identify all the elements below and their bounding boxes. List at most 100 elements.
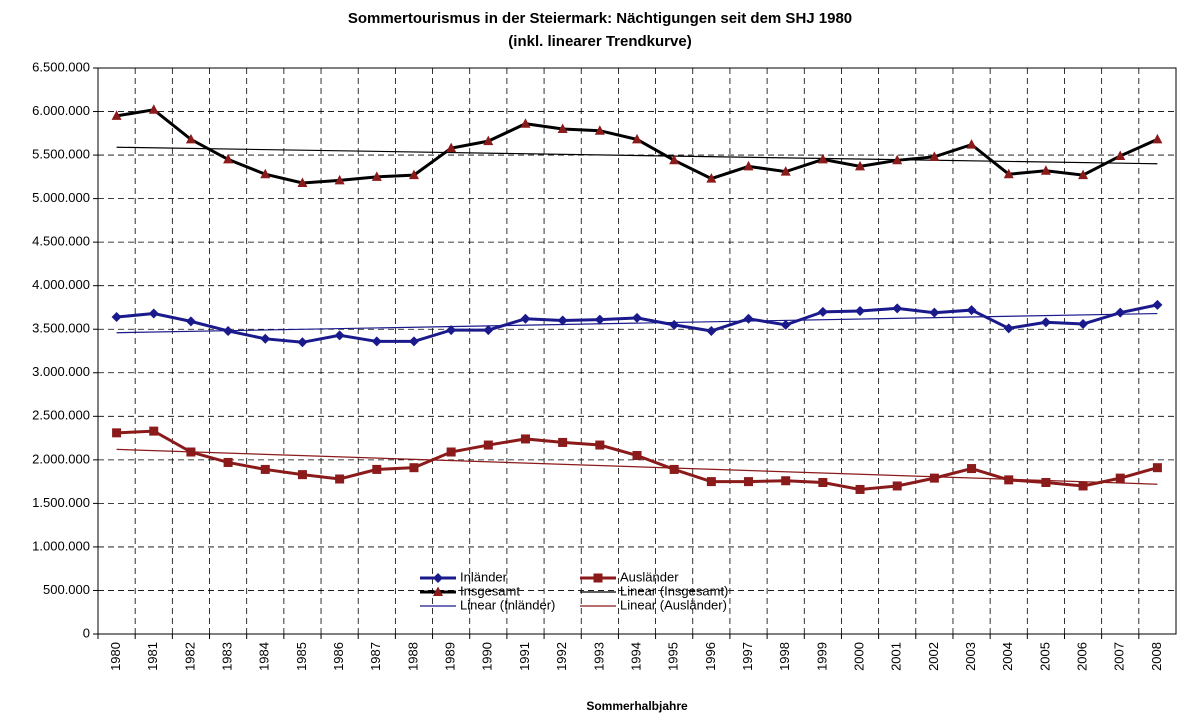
marker — [929, 151, 940, 161]
x-tick-label: 1985 — [294, 642, 309, 671]
marker — [967, 464, 977, 474]
marker — [706, 477, 716, 487]
x-tick-label: 1989 — [443, 642, 458, 671]
x-tick-label: 2005 — [1037, 642, 1052, 671]
x-tick-label: 1983 — [220, 642, 235, 671]
marker — [185, 316, 196, 327]
marker — [669, 319, 680, 330]
marker — [111, 110, 122, 120]
marker — [148, 308, 159, 319]
marker — [1078, 481, 1088, 491]
marker — [433, 573, 443, 583]
marker — [1115, 307, 1126, 318]
y-tick-label: 5.000.000 — [32, 190, 90, 205]
y-tick-label: 2.500.000 — [32, 408, 90, 423]
x-tick-label: 2007 — [1112, 642, 1127, 671]
x-tick-label: 2000 — [851, 642, 866, 671]
marker — [706, 173, 717, 183]
marker — [966, 305, 977, 316]
x-tick-label: 1999 — [814, 642, 829, 671]
marker — [1152, 463, 1162, 473]
marker — [966, 139, 977, 149]
y-tick-label: 0 — [83, 625, 90, 640]
marker — [669, 154, 680, 165]
marker — [892, 154, 903, 165]
marker — [111, 312, 122, 323]
x-tick-label: 1982 — [182, 642, 197, 671]
marker — [446, 447, 456, 457]
x-tick-label: 1988 — [405, 642, 420, 671]
marker — [632, 133, 642, 144]
marker — [892, 303, 903, 314]
marker — [929, 307, 940, 318]
marker — [855, 305, 866, 316]
marker — [557, 315, 568, 326]
x-tick-label: 1998 — [777, 642, 792, 671]
marker — [112, 428, 122, 438]
x-tick-label: 2001 — [889, 642, 904, 671]
marker — [929, 473, 939, 483]
marker — [1078, 169, 1089, 180]
y-tick-label: 6.000.000 — [32, 103, 90, 118]
chart-subtitle: (inkl. linearer Trendkurve) — [508, 33, 691, 50]
marker — [892, 481, 902, 491]
marker — [1078, 319, 1089, 330]
x-tick-label: 2002 — [926, 642, 941, 671]
marker — [408, 336, 419, 347]
marker — [446, 142, 457, 153]
marker — [223, 325, 234, 336]
marker — [1041, 477, 1051, 487]
y-tick-label: 4.500.000 — [32, 234, 90, 249]
marker — [557, 123, 568, 133]
x-tick-label: 1993 — [591, 642, 606, 671]
x-tick-label: 1994 — [628, 642, 643, 671]
chart-title: Sommertourismus in der Steiermark: Nächt… — [348, 10, 852, 27]
marker — [483, 135, 494, 146]
y-tick-label: 500.000 — [43, 582, 90, 597]
marker — [593, 573, 603, 583]
marker — [335, 474, 345, 484]
marker — [1115, 473, 1125, 483]
marker — [260, 464, 270, 474]
x-tick-label: 1995 — [666, 642, 681, 671]
marker — [483, 440, 493, 450]
marker — [744, 477, 754, 487]
legend-label: Insgesamt — [460, 583, 520, 598]
legend-label: Linear (Ausländer) — [620, 597, 727, 612]
y-tick-label: 3.000.000 — [32, 364, 90, 379]
marker — [185, 133, 196, 144]
marker — [818, 477, 828, 487]
marker — [334, 330, 345, 341]
marker — [446, 325, 457, 336]
marker — [297, 470, 307, 480]
marker — [1152, 133, 1163, 144]
marker — [520, 118, 531, 128]
marker — [632, 312, 642, 323]
marker — [855, 160, 866, 171]
marker — [595, 440, 605, 450]
marker — [372, 464, 382, 474]
x-tick-label: 1997 — [740, 642, 755, 671]
legend: Inländer Ausländer Insgesamt Linear (Insges… — [420, 569, 728, 612]
x-tick-label: 2004 — [1000, 642, 1015, 671]
marker — [780, 166, 791, 176]
marker — [594, 314, 605, 325]
y-tick-label: 2.000.000 — [32, 451, 90, 466]
marker — [743, 160, 754, 171]
marker — [371, 336, 382, 347]
marker — [408, 169, 419, 180]
marker — [780, 319, 791, 330]
marker — [223, 457, 233, 467]
x-axis-title: Sommerhalbjahre — [586, 699, 688, 713]
marker — [1152, 299, 1163, 310]
marker — [334, 174, 345, 185]
plot-area — [97, 67, 1177, 635]
x-tick-label: 1981 — [145, 642, 160, 671]
marker — [1040, 165, 1051, 175]
x-tick-label: 1986 — [331, 642, 346, 671]
marker — [433, 586, 443, 596]
x-tick-label: 2006 — [1075, 642, 1090, 671]
x-tick-label: 1980 — [108, 642, 123, 671]
marker — [669, 464, 679, 474]
